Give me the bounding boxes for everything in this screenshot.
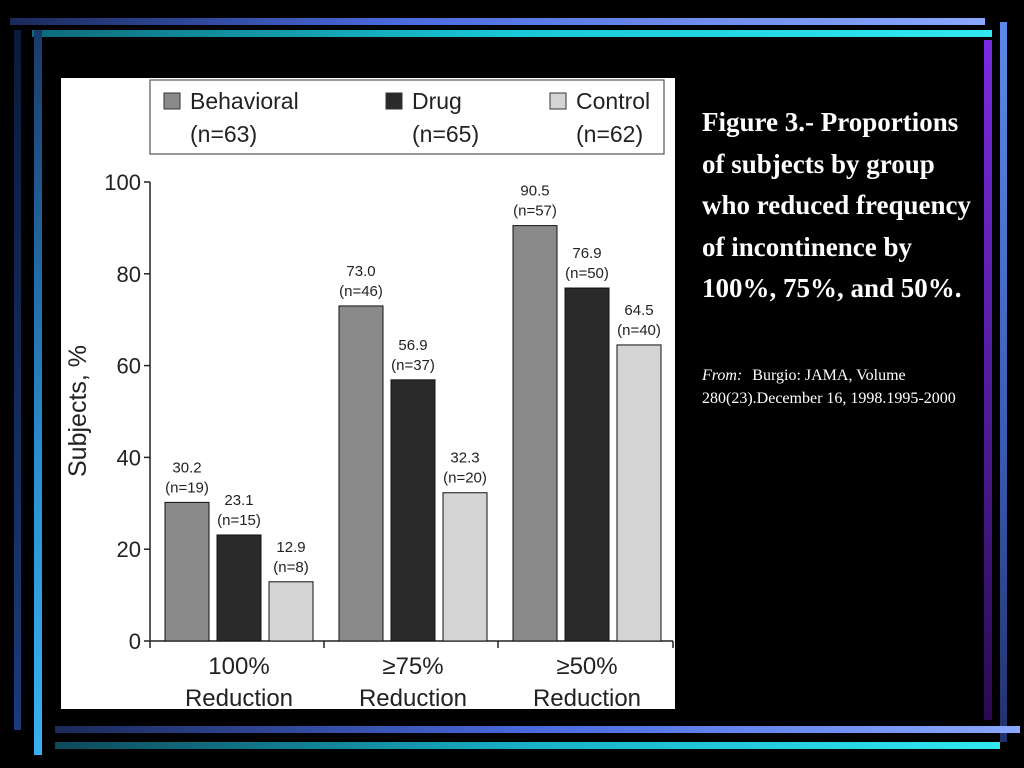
- bar-n-label: (n=20): [443, 470, 487, 487]
- x-category-label: ≥75%: [382, 653, 443, 680]
- legend-label: Control: [576, 88, 650, 114]
- legend-swatch: [385, 92, 403, 110]
- bar-value-label: 90.5: [520, 183, 549, 200]
- caption-source: From: Burgio: JAMA, Volume 280(23).Decemb…: [702, 364, 972, 410]
- bar-value-label: 76.9: [572, 245, 601, 262]
- y-tick-label: 20: [117, 537, 141, 562]
- y-axis-title: Subjects, %: [64, 345, 92, 477]
- legend-swatch: [163, 92, 181, 110]
- decorative-stripe: [14, 30, 21, 730]
- y-tick-label: 80: [117, 262, 141, 287]
- x-category-sublabel: Reduction: [359, 685, 467, 709]
- x-category-label: ≥50%: [556, 653, 617, 680]
- decorative-stripe: [55, 726, 1020, 733]
- bar: [564, 287, 610, 642]
- bar: [616, 344, 662, 642]
- decorative-stripe: [55, 742, 1000, 749]
- bar-value-label: 32.3: [450, 450, 479, 467]
- source-text: Burgio: JAMA, Volume 280(23).December 16…: [702, 366, 956, 407]
- caption: Figure 3.- Proportions of subjects by gr…: [702, 102, 972, 410]
- caption-title: Figure 3.- Proportions of subjects by gr…: [702, 107, 971, 303]
- bar: [164, 501, 210, 642]
- bar-n-label: (n=57): [513, 203, 557, 220]
- x-category-sublabel: Reduction: [533, 685, 641, 709]
- bar-n-label: (n=50): [565, 265, 609, 282]
- bar-chart: Behavioral (n=63) Drug (n=65) Control (n=62) 0…: [64, 79, 674, 709]
- bar-value-label: 30.2: [172, 459, 201, 476]
- y-tick-label: 0: [129, 629, 141, 654]
- decorative-stripe: [984, 40, 992, 720]
- bar-n-label: (n=8): [273, 559, 308, 576]
- source-label: From:: [702, 366, 743, 384]
- bar: [512, 225, 558, 642]
- legend-sublabel: (n=62): [576, 121, 643, 147]
- y-tick-label: 100: [104, 170, 141, 195]
- legend-sublabel: (n=63): [190, 121, 257, 147]
- decorative-stripe: [1000, 22, 1007, 742]
- decorative-stripe: [10, 18, 985, 25]
- legend-label: Behavioral: [190, 88, 299, 114]
- bar-n-label: (n=46): [339, 283, 383, 300]
- x-category-label: 100%: [208, 653, 269, 680]
- decorative-stripe: [32, 30, 992, 37]
- bar: [268, 581, 314, 642]
- bar-n-label: (n=15): [217, 512, 261, 529]
- bar: [442, 492, 488, 642]
- bar-n-label: (n=19): [165, 479, 209, 496]
- x-category-sublabel: Reduction: [185, 685, 293, 709]
- bar-value-label: 56.9: [398, 337, 427, 354]
- bar-n-label: (n=37): [391, 357, 435, 374]
- bar: [390, 379, 436, 642]
- decorative-stripe: [34, 30, 42, 755]
- legend-label: Drug: [412, 88, 462, 114]
- legend-box: [149, 79, 665, 155]
- bar: [216, 534, 262, 642]
- bar-value-label: 23.1: [224, 492, 253, 509]
- y-tick-label: 40: [117, 445, 141, 470]
- bar: [338, 305, 384, 642]
- y-tick-label: 60: [117, 354, 141, 379]
- bar-value-label: 73.0: [346, 263, 375, 280]
- bar-value-label: 12.9: [276, 539, 305, 556]
- chart-panel: Behavioral (n=63) Drug (n=65) Control (n=62) 0…: [61, 78, 675, 709]
- bar-n-label: (n=40): [617, 322, 661, 339]
- legend-swatch: [549, 92, 567, 110]
- legend-sublabel: (n=65): [412, 121, 479, 147]
- bar-value-label: 64.5: [624, 302, 653, 319]
